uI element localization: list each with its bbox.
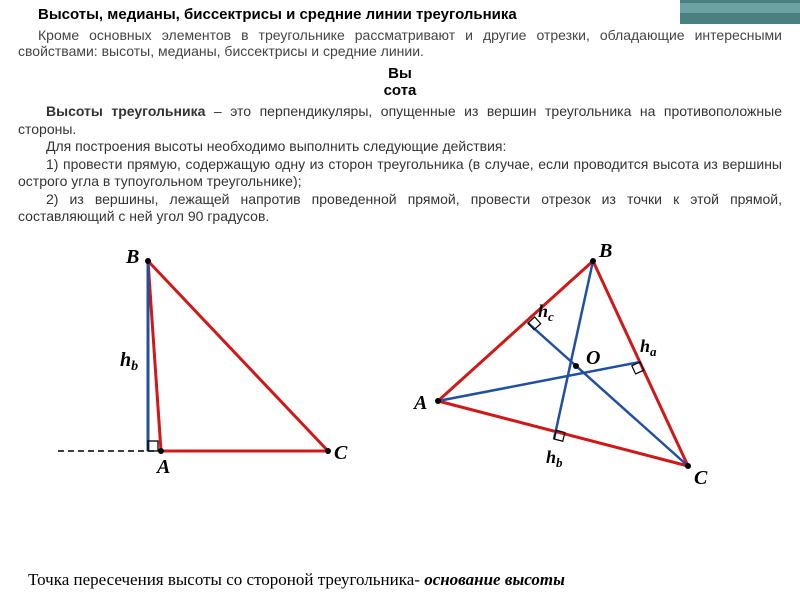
svg-text:ha: ha xyxy=(640,336,657,359)
sub-heading-line2: сота xyxy=(384,82,417,99)
svg-text:B: B xyxy=(125,246,139,268)
svg-text:C: C xyxy=(334,442,348,464)
instruction-intro: Для построения высоты необходимо выполни… xyxy=(18,138,782,156)
sub-heading-line1: Вы xyxy=(388,65,412,82)
svg-text:B: B xyxy=(598,240,612,262)
footer-note: Точка пересечения высоты со стороной тре… xyxy=(28,570,768,590)
diagram-right: A B C O hc ha hb xyxy=(378,226,758,506)
svg-text:A: A xyxy=(412,392,427,414)
svg-text:hc: hc xyxy=(538,301,554,324)
sub-heading: Вы сота xyxy=(18,65,782,99)
svg-text:hb: hb xyxy=(546,447,563,470)
document-body: Высоты, медианы, биссектрисы и средние л… xyxy=(0,0,800,506)
definition-paragraph: Высоты треугольника – это перпендикуляры… xyxy=(18,103,782,138)
step-1: 1) провести прямую, содержащую одну из с… xyxy=(18,156,782,191)
step-2-text: 2) из вершины, лежащей напротив проведен… xyxy=(18,191,782,225)
step-2: 2) из вершины, лежащей напротив проведен… xyxy=(18,191,782,226)
page-title: Высоты, медианы, биссектрисы и средние л… xyxy=(18,6,782,23)
svg-text:C: C xyxy=(694,467,708,489)
intro-paragraph: Кроме основных элементов в треугольнике … xyxy=(18,27,782,59)
svg-text:O: O xyxy=(586,347,600,369)
definition-term: Высоты треугольника xyxy=(46,103,205,119)
footer-plain: Точка пересечения высоты со стороной тре… xyxy=(28,570,424,589)
intro-text: Кроме основных элементов в треугольнике … xyxy=(18,27,782,59)
svg-text:hb: hb xyxy=(120,349,138,374)
diagram-left: A B C hb xyxy=(28,226,368,496)
footer-term: основание высоты xyxy=(424,570,565,589)
diagram-area: A B C hb A B C O xyxy=(18,226,778,506)
svg-text:A: A xyxy=(155,456,170,478)
step-1-text: 1) провести прямую, содержащую одну из с… xyxy=(18,156,782,190)
instruction-intro-text: Для построения высоты необходимо выполни… xyxy=(46,138,506,154)
